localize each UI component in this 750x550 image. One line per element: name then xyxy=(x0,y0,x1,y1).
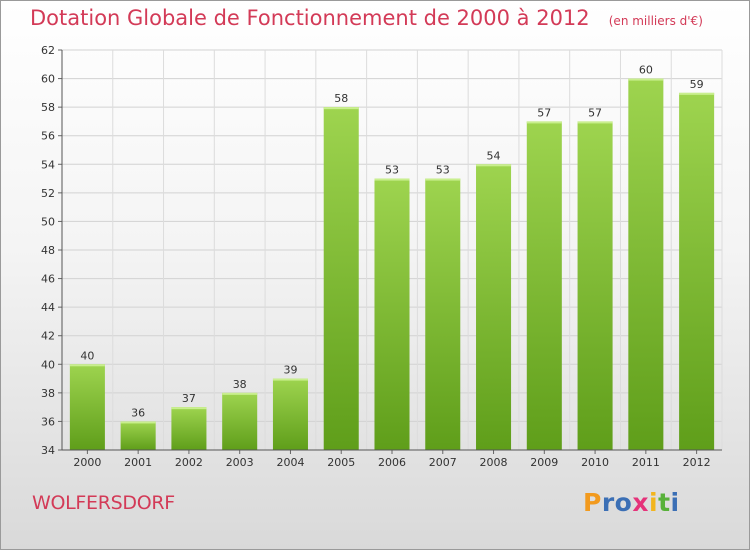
x-tick-label: 2001 xyxy=(124,456,152,469)
x-tick-label: 2003 xyxy=(226,456,254,469)
bar-highlight xyxy=(171,407,207,410)
bar xyxy=(171,407,207,450)
logo-letter: x xyxy=(632,488,649,517)
bar-value-label: 38 xyxy=(233,378,247,391)
bar-highlight xyxy=(222,392,258,395)
bar-highlight xyxy=(577,121,613,124)
bar xyxy=(323,107,359,451)
proxiti-logo: Proxiti xyxy=(583,488,680,517)
bar xyxy=(526,121,562,450)
logo-letter: t xyxy=(658,488,671,517)
bar-value-label: 60 xyxy=(639,64,653,77)
x-tick-label: 2011 xyxy=(632,456,660,469)
logo-letter: o xyxy=(614,488,633,517)
bar-value-label: 54 xyxy=(487,149,501,162)
bar-value-label: 57 xyxy=(537,106,551,119)
x-tick-label: 2005 xyxy=(327,456,355,469)
y-tick-label: 48 xyxy=(41,244,55,257)
y-tick-label: 52 xyxy=(41,187,55,200)
bar-value-label: 53 xyxy=(385,164,399,177)
value-labels: 40 36 37 38 39 58 53 53 54 57 57 60 59 xyxy=(80,64,703,420)
bar-value-label: 58 xyxy=(334,92,348,105)
bar xyxy=(476,164,512,451)
bar-highlight xyxy=(69,364,105,367)
x-tick-label: 2002 xyxy=(175,456,203,469)
x-tick-label: 2008 xyxy=(480,456,508,469)
y-tick-label: 56 xyxy=(41,130,55,143)
bar-value-label: 59 xyxy=(690,78,704,91)
bar-highlight xyxy=(679,92,715,95)
y-tick-label: 44 xyxy=(41,301,55,314)
x-tick-label: 2000 xyxy=(73,456,101,469)
chart-subtitle: (en milliers d'€) xyxy=(608,14,703,28)
bar-value-label: 57 xyxy=(588,106,602,119)
logo-letter: P xyxy=(583,488,602,517)
x-tick-label: 2007 xyxy=(429,456,457,469)
logo-letter: r xyxy=(601,488,615,517)
bar xyxy=(69,364,105,450)
bar xyxy=(679,92,715,450)
bar-highlight xyxy=(374,178,410,181)
bar-value-label: 53 xyxy=(436,164,450,177)
y-tick-label: 36 xyxy=(41,415,55,428)
bar-highlight xyxy=(526,121,562,124)
place-name: WOLFERSDORF xyxy=(32,492,175,514)
bar xyxy=(120,421,156,450)
bar xyxy=(425,178,461,451)
axes: 34 36 38 40 42 44 46 48 50 52 54 56 58 60 62 2000 2001 20… xyxy=(41,44,722,469)
bar-value-label: 36 xyxy=(131,406,145,419)
y-tick-label: 42 xyxy=(41,330,55,343)
bar-highlight xyxy=(628,78,664,81)
bar xyxy=(577,121,613,450)
bar-highlight xyxy=(476,164,512,167)
y-tick-label: 58 xyxy=(41,101,55,114)
logo-letter: i xyxy=(670,488,680,517)
x-tick-label: 2009 xyxy=(530,456,558,469)
bar xyxy=(272,378,308,450)
y-tick-label: 54 xyxy=(41,158,55,171)
y-tick-label: 46 xyxy=(41,273,55,286)
bar-value-label: 40 xyxy=(80,349,94,362)
x-tick-label: 2006 xyxy=(378,456,406,469)
logo-letter: i xyxy=(649,488,659,517)
bars xyxy=(69,78,715,451)
x-tick-label: 2004 xyxy=(276,456,304,469)
bar-highlight xyxy=(272,378,308,381)
y-tick-label: 62 xyxy=(41,44,55,57)
bar-highlight xyxy=(425,178,461,181)
x-tick-label: 2012 xyxy=(683,456,711,469)
bar-value-label: 37 xyxy=(182,392,196,405)
y-tick-label: 60 xyxy=(41,73,55,86)
chart-title: Dotation Globale de Fonctionnement de 20… xyxy=(30,6,590,30)
title-row: Dotation Globale de Fonctionnement de 20… xyxy=(30,6,703,30)
y-tick-label: 34 xyxy=(41,444,55,457)
bar xyxy=(374,178,410,451)
bar-highlight xyxy=(120,421,156,424)
y-tick-label: 40 xyxy=(41,358,55,371)
y-tick-label: 50 xyxy=(41,215,55,228)
bar-highlight xyxy=(323,107,359,110)
x-tick-label: 2010 xyxy=(581,456,609,469)
bar xyxy=(222,392,258,450)
bar xyxy=(628,78,664,451)
bar-value-label: 39 xyxy=(283,364,297,377)
y-tick-label: 38 xyxy=(41,387,55,400)
